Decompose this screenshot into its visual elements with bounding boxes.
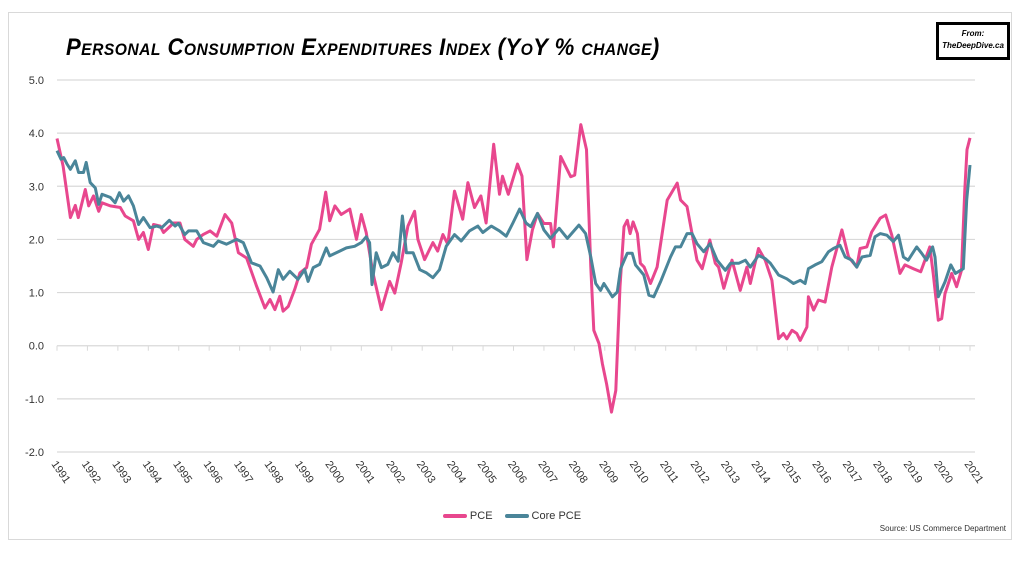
source-note: Source: US Commerce Department (879, 524, 1006, 533)
legend-swatch-core-pce (504, 514, 529, 518)
x-tick-label: 2019 (901, 459, 925, 486)
chart-title: Personal Consumption Expenditures Index … (66, 34, 660, 61)
x-tick-label: 2017 (840, 459, 864, 486)
x-tick-label: 2021 (962, 459, 986, 486)
legend-item-core-pce: Core PCE (504, 510, 582, 522)
x-tick-label: 2013 (718, 459, 742, 486)
x-tick-label: 1997 (231, 459, 255, 486)
x-tick-label: 2000 (322, 459, 346, 486)
x-tick-label: 2009 (596, 459, 620, 486)
x-tick-label: 2015 (779, 459, 803, 486)
x-tick-label: 1993 (109, 459, 133, 486)
x-tick-label: 2011 (657, 459, 680, 485)
x-tick-label: 2016 (809, 459, 833, 486)
logo-line-1: From: (961, 29, 985, 38)
x-tick-label: 1994 (140, 459, 164, 486)
x-tick-label: 2008 (566, 459, 590, 486)
series-line-pce (55, 123, 972, 414)
legend-label-pce: PCE (469, 510, 493, 522)
x-tick-label: 1992 (79, 459, 103, 486)
x-tick-label: 2001 (353, 459, 377, 486)
x-tick-label: 1995 (170, 459, 194, 486)
x-tick-label: 1998 (262, 459, 286, 486)
x-tick-label: 2003 (414, 459, 438, 486)
x-tick-label: 2002 (383, 459, 407, 486)
x-tick-label: 2004 (444, 459, 468, 486)
logo: From: TheDeepDive.ca (936, 22, 1010, 60)
x-tick-label: 2020 (931, 459, 955, 486)
y-tick-label: 1.0 (29, 288, 44, 300)
x-tick-label: 1999 (292, 459, 316, 486)
series-line-core-pce (55, 150, 972, 299)
x-tick-label: 2018 (870, 459, 894, 486)
x-tick-label: 1996 (201, 459, 225, 486)
x-tick-label: 2010 (627, 459, 651, 486)
x-tick-label: 2012 (688, 459, 712, 486)
x-tick-label: 2006 (505, 459, 529, 486)
x-tick-label: 2014 (749, 459, 773, 486)
legend-item-pce: PCE (442, 510, 493, 522)
y-tick-label: 3.0 (29, 181, 44, 193)
legend-swatch-pce (442, 514, 467, 518)
logo-line-2: TheDeepDive.ca (942, 41, 1004, 50)
y-tick-label: -2.0 (25, 447, 44, 459)
y-tick-label: 2.0 (29, 234, 44, 246)
legend-label-core-pce: Core PCE (531, 510, 582, 522)
y-tick-label: 5.0 (29, 75, 44, 87)
chart-frame (8, 12, 1012, 540)
y-tick-label: 0.0 (29, 341, 44, 353)
x-tick-label: 2007 (535, 459, 559, 486)
x-tick-label: 1991 (49, 459, 73, 486)
y-tick-label: -1.0 (25, 394, 44, 406)
y-tick-label: 4.0 (29, 128, 44, 140)
legend: PCE Core PCE (0, 510, 1024, 522)
x-tick-label: 2005 (475, 459, 499, 486)
